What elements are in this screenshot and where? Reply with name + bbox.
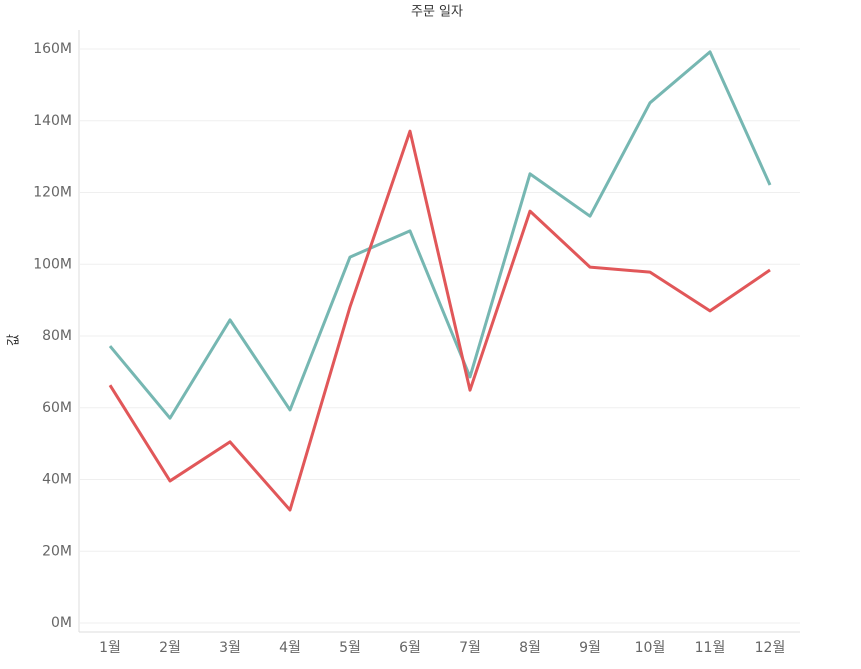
y-tick-label: 80M <box>42 328 72 344</box>
y-tick-label: 60M <box>42 400 72 416</box>
x-tick-label: 11월 <box>695 640 726 656</box>
x-tick-label: 4월 <box>279 640 301 656</box>
y-tick-label: 120M <box>33 185 72 201</box>
x-tick-label: 10월 <box>635 640 666 656</box>
series-line <box>108 129 771 512</box>
x-axis-title: 주문 일자 <box>411 5 463 20</box>
x-tick-label: 6월 <box>399 640 421 656</box>
y-tick-label: 160M <box>33 41 72 57</box>
x-tick-label: 3월 <box>219 640 241 656</box>
series-line <box>108 50 772 420</box>
x-tick-label: 8월 <box>519 640 541 656</box>
x-tick-label: 1월 <box>99 640 121 656</box>
y-tick-label: 40M <box>42 472 72 488</box>
y-axis-title: 값 <box>7 334 22 346</box>
x-tick-label: 5월 <box>339 640 361 656</box>
x-tick-label: 12월 <box>755 640 786 656</box>
y-tick-label: 140M <box>33 113 72 129</box>
y-tick-label: 0M <box>51 615 72 631</box>
y-tick-label: 100M <box>33 256 72 272</box>
y-tick-label: 20M <box>42 543 72 559</box>
x-tick-label: 2월 <box>159 640 181 656</box>
x-tick-label: 7월 <box>459 640 481 656</box>
x-tick-label: 9월 <box>579 640 601 656</box>
